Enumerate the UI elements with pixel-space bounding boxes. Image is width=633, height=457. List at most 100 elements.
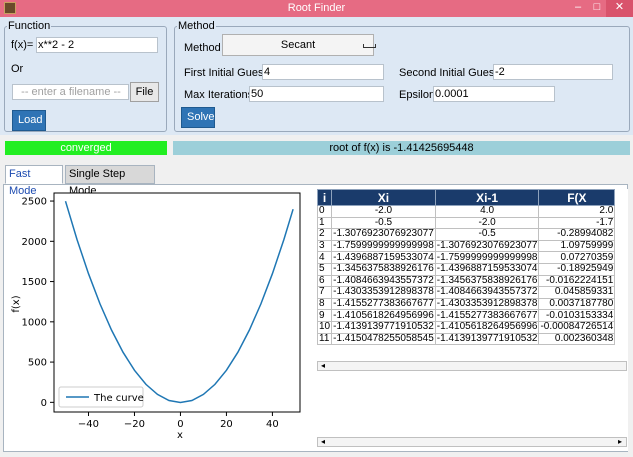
cell-xi: -1.4139139771910532 (331, 320, 436, 334)
cell-xi: -1.4396887159533074 (331, 251, 436, 264)
cell-i: 8 (317, 297, 333, 311)
cell-i: 10 (317, 320, 333, 334)
cell-i: 5 (317, 262, 333, 276)
app-icon (4, 2, 16, 14)
cell-xi-1: -1.4084663943557372 (434, 286, 540, 299)
cell-xi-1: -1.4303353912898378 (434, 297, 540, 311)
scroll-right-arrow[interactable]: ▸ (617, 437, 622, 446)
scroll-left-arrow[interactable]: ◂ (320, 361, 325, 370)
function-input[interactable]: x**2 - 2 (36, 37, 158, 53)
cell-fx: -0.0162224151 (538, 274, 616, 288)
column-header-xi: Xi (331, 189, 436, 206)
x-tick-label: 20 (220, 419, 233, 430)
plot-area (53, 192, 301, 413)
cell-i: 11 (317, 332, 333, 346)
cell-xi: -1.7599999999999998 (331, 239, 436, 253)
column-header-xi-1: Xi-1 (434, 189, 540, 206)
function-legend: Function (8, 20, 51, 32)
cell-fx: 0.0037187780 (538, 297, 616, 311)
table-horizontal-scrollbar[interactable]: ◂ (317, 361, 627, 371)
y-tick-label: 2500 (22, 197, 47, 208)
maximize-button[interactable]: □ (593, 1, 601, 13)
y-tick-label: 1500 (22, 277, 47, 288)
method-select[interactable]: Secant (222, 34, 376, 56)
cell-fx: 0.045859331 (538, 286, 616, 299)
max-iterations-input[interactable]: 50 (249, 86, 384, 102)
table-row: 10 -1.4139139771910532 -1.4105618264956996… (317, 320, 616, 334)
cell-xi: -1.4155277383667677 (331, 297, 436, 311)
filename-input[interactable]: -- enter a filename -- (12, 84, 129, 100)
cell-xi-1: -1.4396887159533074 (434, 262, 540, 276)
cell-xi-1: -1.3076923076923077 (434, 239, 540, 253)
cell-i: 1 (317, 216, 333, 230)
table-row: 8 -1.4155277383667677 -1.4303353912898378 0… (317, 297, 616, 311)
legend-box (58, 386, 144, 408)
cell-fx: 1.09759999 (538, 239, 616, 253)
epsilon-label: Epsilon (399, 89, 436, 101)
solve-button[interactable]: Solve (181, 107, 215, 128)
cell-fx: 0.07270359 (538, 251, 616, 264)
y-tick-label: 1000 (22, 317, 47, 328)
table-row: 7 -1.4303353912898378 -1.4084663943557372 0… (317, 286, 616, 299)
load-button[interactable]: Load (12, 110, 46, 131)
cell-i: 7 (317, 286, 333, 299)
second-guess-label: Second Initial Guess (399, 67, 500, 79)
cell-i: 3 (317, 239, 333, 253)
x-axis-label: x (177, 430, 183, 441)
cell-fx: 0.002360348 (538, 332, 616, 346)
table-row: 9 -1.4105618264956996 -1.4155277383667677-… (317, 309, 616, 322)
cell-fx: -0.0103153334 (538, 309, 616, 322)
minimize-button[interactable]: – (574, 1, 582, 13)
chart-legend: The curve (58, 386, 144, 408)
status-badge: converged (5, 141, 167, 155)
method-group: Method (174, 20, 630, 132)
y-axis-label: f(x) (11, 295, 22, 312)
cell-xi: -2.0 (331, 205, 436, 218)
cell-i: 6 (317, 274, 333, 288)
cell-xi-1: -1.4105618264956996 (434, 320, 540, 334)
max-iterations-label: Max Iterations (184, 89, 254, 101)
panel-horizontal-scrollbar[interactable]: ◂ ▸ (317, 437, 627, 447)
cell-xi-1: 4.0 (434, 205, 540, 218)
title-bar: Root Finder – □ ✕ (0, 0, 633, 17)
or-label: Or (11, 63, 24, 75)
table-row: 4 -1.4396887159533074 -1.7599999999999998 0… (317, 251, 616, 264)
scroll-left-arrow[interactable]: ◂ (320, 437, 325, 446)
cell-fx: -1.7 (538, 216, 616, 230)
table-row: 0 -2.0 4.0 2.0 (317, 205, 616, 218)
file-button[interactable]: File (130, 82, 159, 102)
cell-xi: -1.4150478255058545 (331, 332, 436, 346)
second-guess-input[interactable]: -2 (493, 64, 613, 80)
cell-xi: -1.3076923076923077 (331, 228, 436, 241)
tab-single-step-mode[interactable]: Single Step Mode (65, 165, 155, 197)
iterations-table: i Xi Xi-1 F(X 0 -2.0 4.0 2.0 1 -0.5 -2.0 -1.7 … (317, 189, 616, 346)
tab-fast-mode[interactable]: Fast Mode (5, 165, 63, 197)
cell-xi: -1.4105618264956996 (331, 309, 436, 322)
epsilon-input[interactable]: 0.0001 (433, 86, 555, 102)
cell-xi: -1.4084663943557372 (331, 274, 436, 288)
column-header-fx: F(X (538, 189, 616, 206)
legend-label: The curve (93, 393, 144, 404)
y-tick-label: 2000 (22, 237, 47, 248)
cell-xi: -1.3456375838926176 (331, 262, 436, 276)
cell-fx: -0.28994082 (538, 228, 616, 241)
table-row: 2 -1.3076923076923077 -0.5 -0.28994082 (317, 228, 616, 241)
cell-xi-1: -1.7599999999999998 (434, 251, 540, 264)
x-tick-label: 0 (177, 419, 183, 430)
first-guess-label: First Initial Guess (184, 67, 269, 79)
x-tick-label: −40 (78, 419, 99, 430)
chevron-down-icon (363, 44, 376, 48)
table-row: 1 -0.5 -2.0 -1.7 (317, 216, 616, 230)
y-tick-label: 0 (41, 398, 47, 409)
method-label: Method (184, 42, 221, 54)
y-tick-label: 500 (28, 358, 47, 369)
cell-xi-1: -1.3456375838926176 (434, 274, 540, 288)
cell-xi-1: -0.5 (434, 228, 540, 241)
window-title: Root Finder (287, 2, 346, 14)
cell-xi-1: -1.4139139771910532 (434, 332, 540, 346)
close-button[interactable]: ✕ (606, 0, 633, 17)
column-header-i: i (317, 189, 333, 206)
first-guess-input[interactable]: 4 (262, 64, 384, 80)
function-group: Function (4, 20, 167, 132)
